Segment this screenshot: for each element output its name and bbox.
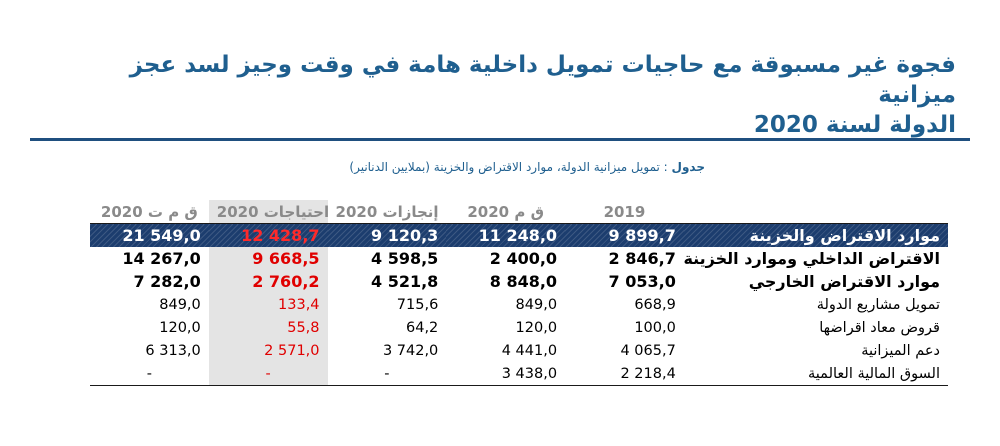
cell-value-highlight: - <box>208 362 328 386</box>
cell-value: 715,6 <box>396 296 439 313</box>
cell-value: 21 549,0 <box>90 223 209 247</box>
table-row: - - - 3 438,0 2 218,4 السوق المالية العا… <box>90 362 948 386</box>
cell-value: 668,9 <box>634 296 676 313</box>
row-label: موارد الاقتراض الخارجي <box>748 272 940 291</box>
cell-value-highlight: 133,4 <box>208 293 328 316</box>
cell-value: 6 313,0 <box>145 342 201 359</box>
title-line-2: الدولة لسنة 2020 <box>753 112 956 138</box>
cell-value: 2 846,7 <box>608 249 676 268</box>
column-header-label <box>683 200 948 224</box>
cell-value: 120,0 <box>159 319 201 336</box>
caption-label: جدول <box>671 160 705 174</box>
cell-value: 9 899,7 <box>565 223 684 247</box>
row-label: الاقتراض الداخلي وموارد الخزينة <box>683 249 940 268</box>
cell-value-highlight: 12 428,7 <box>208 223 328 247</box>
column-header-achievements: إنجازات 2020 <box>327 200 447 224</box>
cell-value: 64,2 <box>406 319 439 336</box>
column-header-needs: احتياجات 2020 <box>208 200 329 224</box>
table-row-total: 21 549,0 12 428,7 9 120,3 11 248,0 9 899… <box>90 223 948 247</box>
table-row: 14 267,0 9 668,5 4 598,5 2 400,0 2 846,7… <box>90 247 948 270</box>
row-label: تمويل مشاريع الدولة <box>816 296 940 313</box>
cell-value: 849,0 <box>159 296 201 313</box>
page-title: فجوة غير مسبوقة مع حاجيات تمويل داخلية ه… <box>56 50 956 140</box>
cell-value: 7 282,0 <box>133 272 201 291</box>
column-header-budget: ق م 2020 <box>446 200 566 224</box>
cell-value: 4 441,0 <box>501 342 558 359</box>
cell-value: 4 065,7 <box>620 342 676 359</box>
cell-value: 849,0 <box>515 296 558 313</box>
cell-value: - <box>327 362 447 386</box>
cell-value: 2 218,4 <box>565 362 684 386</box>
cell-value: 4 598,5 <box>370 249 439 268</box>
cell-value-highlight: 55,8 <box>208 316 328 339</box>
financing-table: ق م ت 2020 احتياجات 2020 إنجازات 2020 ق … <box>90 200 948 386</box>
cell-value: - <box>90 362 209 386</box>
cell-value: 14 267,0 <box>122 249 201 268</box>
cell-value: 4 521,8 <box>370 272 439 291</box>
row-label: السوق المالية العالمية <box>683 362 948 386</box>
column-header-revised-budget: ق م ت 2020 <box>90 200 209 224</box>
table-row: 849,0 133,4 715,6 849,0 668,9 تمويل مشار… <box>90 293 948 316</box>
cell-value: 3 438,0 <box>446 362 566 386</box>
cell-value: 8 848,0 <box>489 272 558 291</box>
caption-text: : تمويل ميزانية الدولة، موارد الاقتراض و… <box>349 160 668 174</box>
cell-value: 11 248,0 <box>446 223 566 247</box>
title-line-1: فجوة غير مسبوقة مع حاجيات تمويل داخلية ه… <box>129 52 956 108</box>
column-header-2019: 2019 <box>565 200 684 224</box>
cell-value: 3 742,0 <box>382 342 439 359</box>
table-row: 6 313,0 2 571,0 3 742,0 4 441,0 4 065,7 … <box>90 339 948 362</box>
table-row: 120,0 55,8 64,2 120,0 100,0 قروض معاد اق… <box>90 316 948 339</box>
title-divider <box>30 138 970 141</box>
cell-value: 2 400,0 <box>489 249 558 268</box>
cell-value: 120,0 <box>515 319 558 336</box>
table-header-row: ق م ت 2020 احتياجات 2020 إنجازات 2020 ق … <box>90 200 948 224</box>
row-label: قروض معاد اقراضها <box>819 319 940 336</box>
table-caption: جدول : تمويل ميزانية الدولة، موارد الاقت… <box>349 160 705 174</box>
cell-value-highlight: 2 571,0 <box>208 339 328 362</box>
row-label: دعم الميزانية <box>861 342 940 359</box>
cell-value-highlight: 2 760,2 <box>208 270 328 293</box>
cell-value: 100,0 <box>634 319 676 336</box>
cell-value: 7 053,0 <box>608 272 676 291</box>
row-label: موارد الاقتراض والخزينة <box>683 223 948 247</box>
table-row: 7 282,0 2 760,2 4 521,8 8 848,0 7 053,0 … <box>90 270 948 293</box>
cell-value: 9 120,3 <box>327 223 447 247</box>
cell-value-highlight: 9 668,5 <box>208 247 328 270</box>
